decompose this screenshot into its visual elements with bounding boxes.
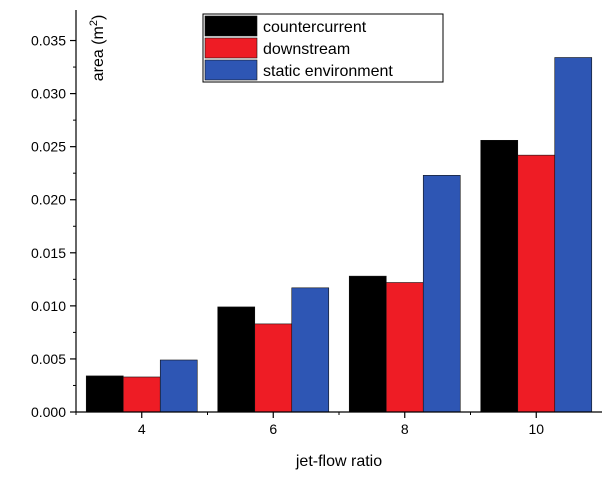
x-tick-label: 6: [269, 421, 277, 437]
y-tick-label: 0.025: [31, 139, 66, 155]
y-axis-title-close: ): [90, 15, 107, 20]
legend-swatch: [204, 59, 258, 81]
bar-static-environment-8: [422, 175, 461, 413]
legend-label: countercurrent: [263, 19, 367, 36]
bars-layer: [85, 57, 593, 413]
bar-countercurrent-10: [480, 139, 519, 413]
legend-label: static environment: [263, 63, 393, 80]
bar-static-environment-10: [554, 57, 593, 413]
y-ticks: 0.000 0.005 0.010 0.015 0.020 0.025 0.030 0.035: [31, 33, 76, 420]
bar-downstream-10: [517, 154, 556, 413]
x-tick-label: 10: [528, 421, 544, 437]
bar-countercurrent-4: [85, 375, 124, 413]
y-tick-label: 0.015: [31, 245, 66, 261]
x-ticks: 4 6 8 10: [75, 412, 544, 437]
bar-static-environment-4: [159, 359, 198, 413]
y-tick-label: 0.035: [31, 33, 66, 49]
y-tick-label: 0.010: [31, 298, 66, 314]
y-tick-label: 0.000: [31, 404, 66, 420]
bar-downstream-4: [122, 376, 161, 413]
bar-downstream-6: [254, 323, 293, 413]
legend-swatch: [204, 37, 258, 59]
bar-countercurrent-6: [217, 306, 256, 413]
y-tick-label: 0.030: [31, 86, 66, 102]
y-axis-title-main: area (m: [90, 26, 107, 81]
bar-static-environment-6: [291, 287, 330, 413]
x-tick-label: 8: [401, 421, 409, 437]
legend: countercurrent downstream static environme…: [202, 13, 444, 83]
y-tick-label: 0.020: [31, 192, 66, 208]
y-axis-title: area (m2): [88, 15, 107, 82]
bar-downstream-8: [385, 282, 424, 413]
x-tick-label: 4: [138, 421, 146, 437]
y-axis-title-superscript: 2: [88, 20, 100, 26]
bar-countercurrent-8: [348, 275, 387, 413]
legend-label: downstream: [263, 41, 350, 58]
legend-swatch: [204, 15, 258, 37]
y-tick-label: 0.005: [31, 351, 66, 367]
x-axis-title: jet-flow ratio: [295, 453, 382, 470]
